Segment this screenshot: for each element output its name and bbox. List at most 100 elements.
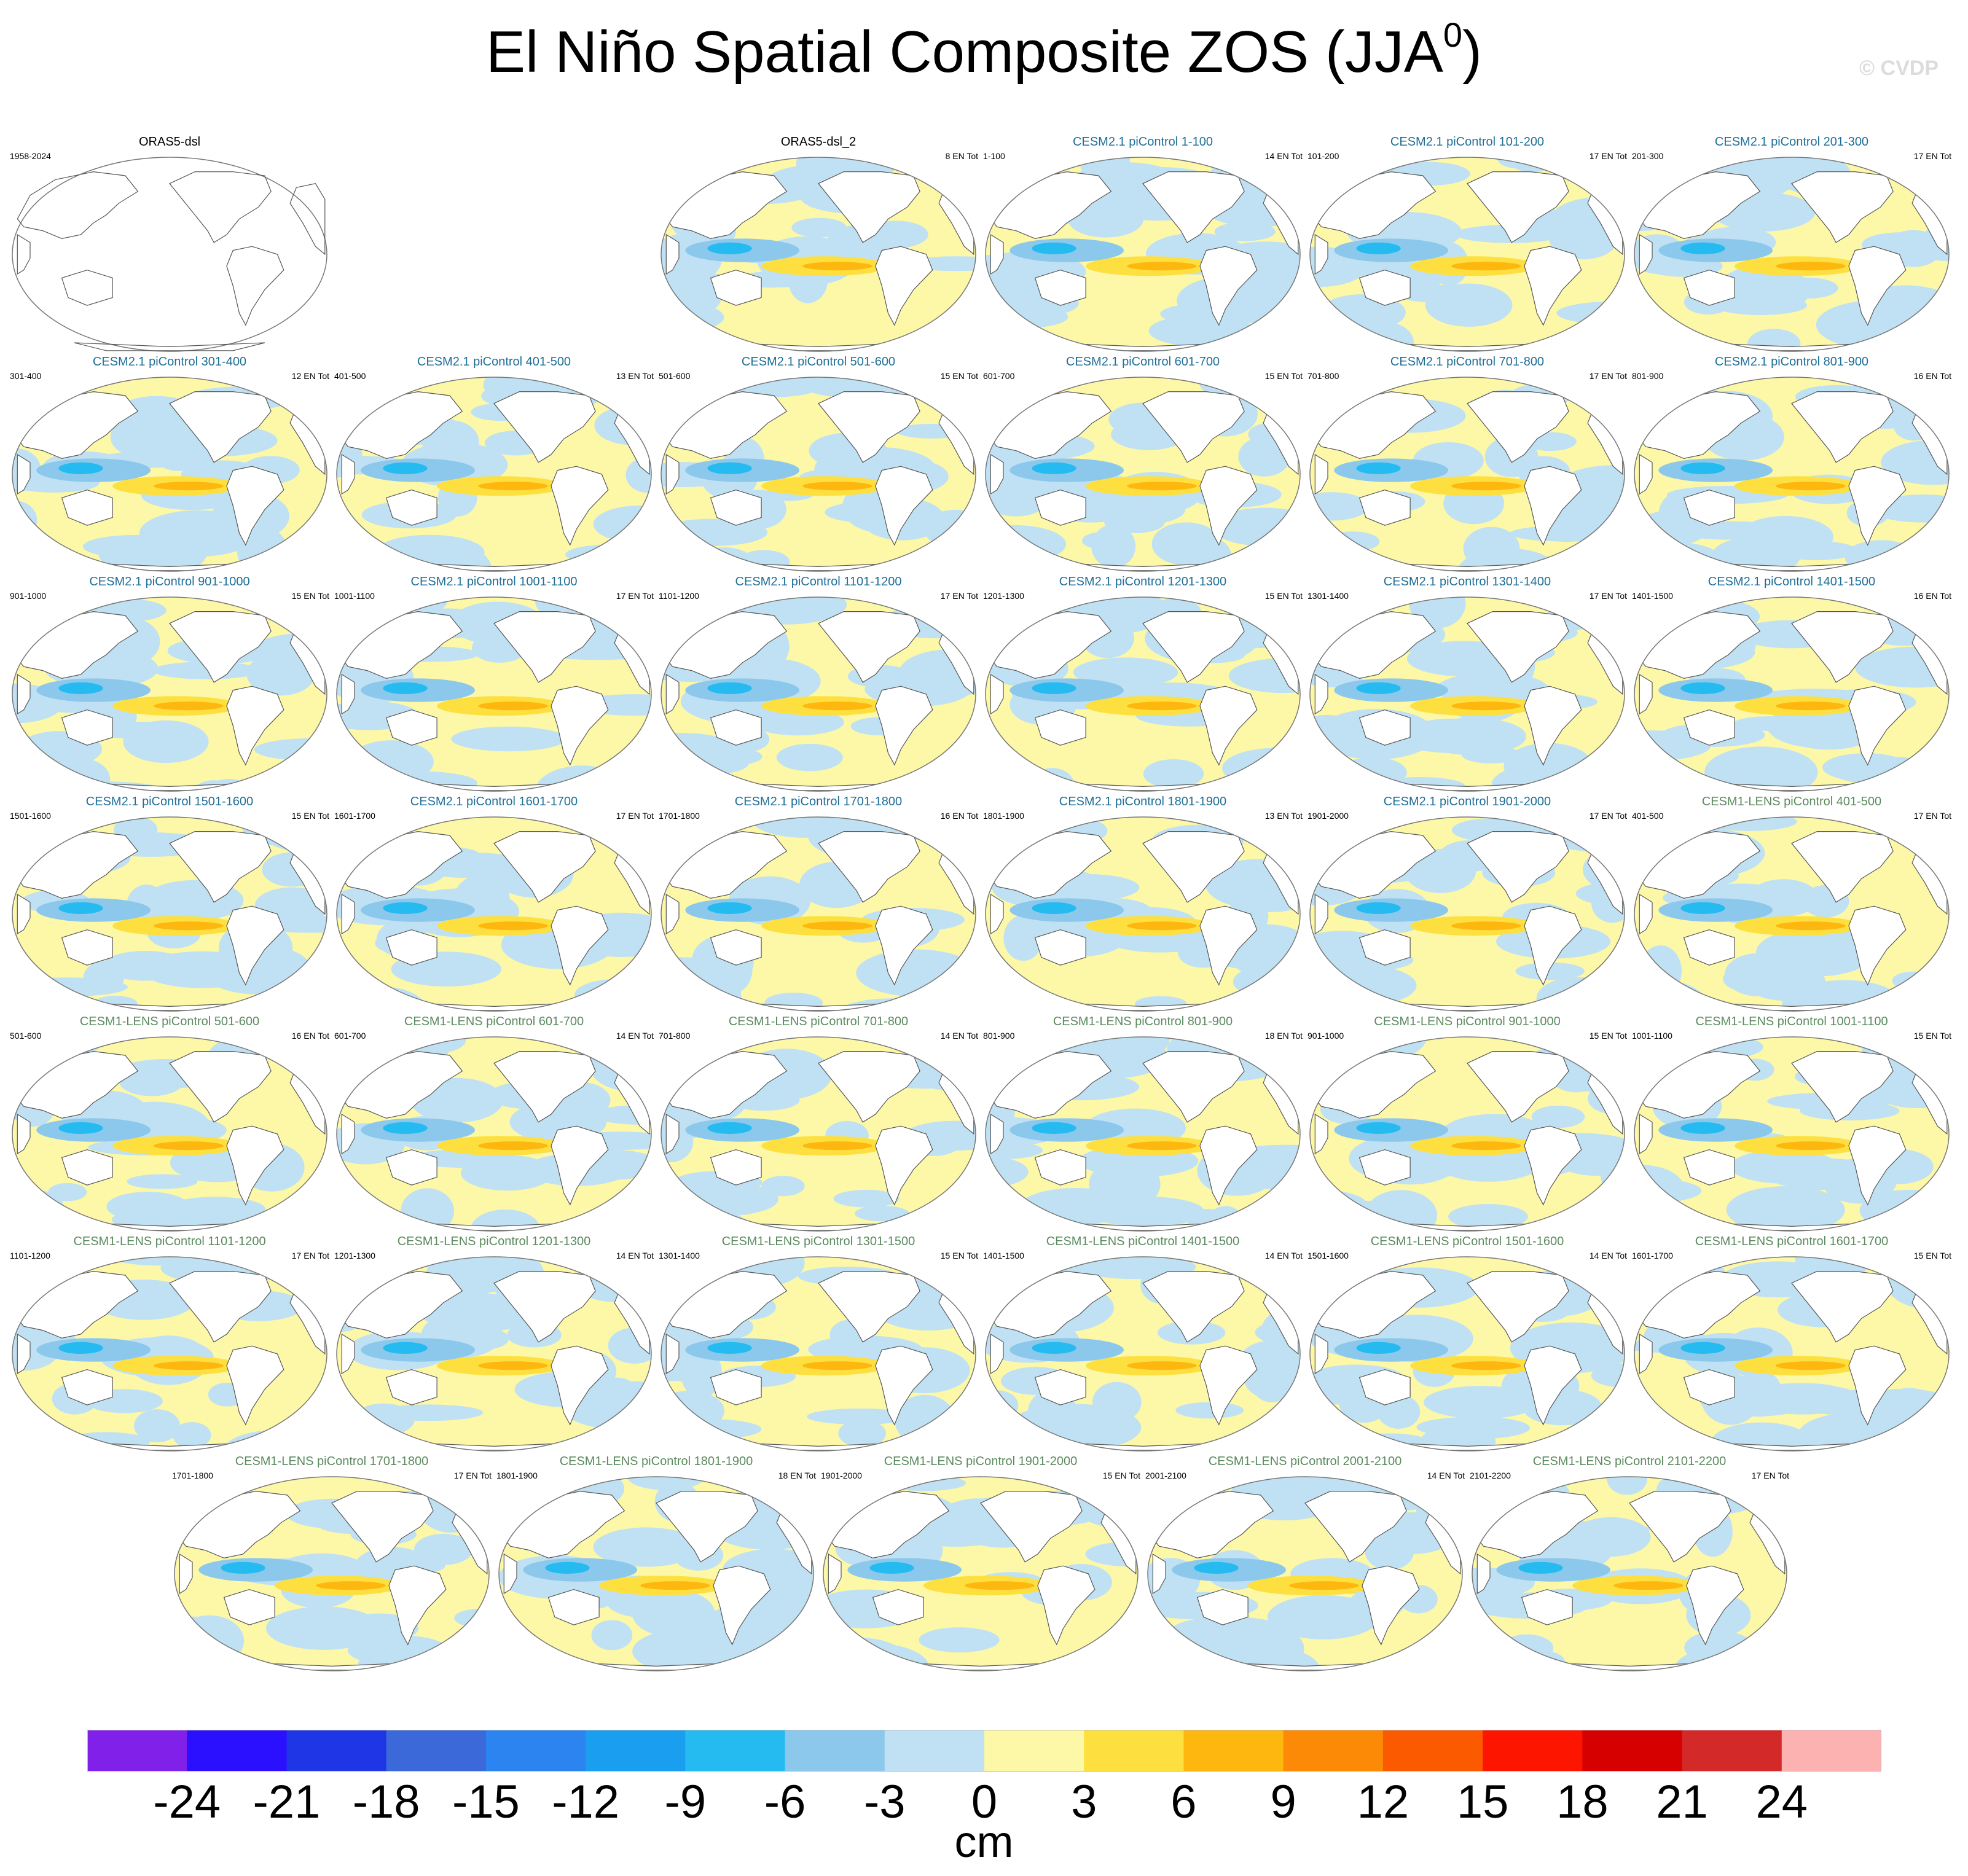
equatorial-strong-positive [154, 1141, 224, 1151]
panel-title: CESM1-LENS piControl 1801-1900 [559, 1455, 753, 1468]
panel-years: 1201-1300 [983, 591, 1024, 601]
negative-anomaly-patch [1425, 283, 1513, 327]
continent-outline [226, 1345, 284, 1426]
colorbar-tick-label: 15 [1456, 1776, 1509, 1828]
panel-event-count: 17 EN Tot [616, 811, 654, 821]
negative-anomaly-patch [1509, 525, 1625, 542]
composite-map [1472, 1476, 1787, 1671]
panel-title: CESM2.1 piControl 1501-1600 [85, 795, 254, 808]
continent-outline [226, 1125, 284, 1206]
panel-years: 1501-1600 [10, 811, 51, 821]
panel-title: CESM2.1 piControl 1001-1100 [410, 575, 578, 588]
continent-outline [1683, 709, 1735, 746]
west-pacific-strong-negative [383, 902, 428, 914]
continent-outline [1639, 1333, 1653, 1375]
panel-title: CESM2.1 piControl 1801-1900 [1059, 795, 1227, 808]
equatorial-strong-positive [802, 921, 872, 931]
negative-anomaly-patch [292, 1037, 327, 1061]
equatorial-strong-positive [1776, 1361, 1846, 1370]
continent-outline [385, 929, 437, 966]
panel-event-count: 17 EN Tot [453, 1471, 492, 1480]
map-border [1309, 1036, 1625, 1232]
composite-map [336, 1256, 652, 1452]
negative-anomaly-patch [1365, 1533, 1414, 1570]
continent-outline [1034, 709, 1086, 746]
map-panel: CESM1-LENS piControl 801-900 801-900 18 EN… [983, 1015, 1303, 1236]
negative-anomaly-patch [1892, 971, 1935, 990]
negative-anomaly-patch [1870, 494, 1949, 523]
continent-outline [341, 673, 355, 715]
panel-title: CESM2.1 piControl 101-200 [1390, 135, 1545, 149]
negative-anomaly-patch [854, 1205, 909, 1222]
west-pacific-strong-negative [1356, 242, 1401, 254]
equatorial-strong-positive [154, 482, 224, 491]
colorbar-swatch [785, 1730, 885, 1772]
west-pacific-strong-negative [383, 1342, 428, 1354]
panel-years: 901-1000 [1307, 1031, 1344, 1041]
negative-anomaly-patch [823, 1592, 874, 1619]
negative-anomaly-patch [807, 1408, 913, 1425]
map-border [1309, 377, 1625, 572]
continent-outline [1142, 1271, 1245, 1343]
continent-outline [1791, 611, 1894, 683]
map-panel: CESM2.1 piControl 1601-1700 1601-1700 17 E… [334, 795, 654, 1016]
negative-anomaly-patch [1747, 329, 1801, 351]
negative-anomaly-patch [337, 832, 375, 848]
map-border [12, 1036, 327, 1232]
map-border [1634, 377, 1950, 572]
equatorial-strong-positive [1127, 262, 1197, 271]
negative-anomaly-patch [1324, 531, 1380, 552]
negative-anomaly-patch [1091, 524, 1136, 568]
map-panel: CESM2.1 piControl 1201-1300 1201-1300 15 E… [983, 575, 1303, 796]
negative-anomaly-patch [1711, 1422, 1812, 1451]
colorbar-swatch [586, 1730, 686, 1772]
negative-anomaly-patch [1563, 986, 1625, 1011]
composite-map [336, 596, 652, 792]
equatorial-strong-positive [1127, 1141, 1197, 1151]
panel-event-count: 16 EN Tot [291, 1031, 329, 1041]
continent-outline [226, 246, 284, 326]
west-pacific-strong-negative [545, 1561, 590, 1574]
colorbar-tick-label: -12 [552, 1776, 620, 1828]
panel-years: 701-800 [1307, 371, 1339, 381]
composite-map [1309, 377, 1625, 572]
negative-anomaly-patch [1214, 222, 1276, 241]
west-pacific-strong-negative [1356, 462, 1401, 474]
colorbar-tick-label: -3 [863, 1776, 906, 1828]
west-pacific-strong-negative [1356, 1342, 1401, 1354]
continent-outline [1358, 709, 1411, 746]
negative-anomaly-patch [1634, 330, 1709, 351]
panel-event-count: 16 EN Tot [1913, 371, 1951, 381]
negative-anomaly-patch [175, 446, 218, 468]
composite-map [12, 1036, 327, 1232]
continent-outline [1848, 1125, 1907, 1206]
map-border [174, 1476, 490, 1671]
continent-outline [1476, 1553, 1491, 1595]
negative-anomaly-patch [174, 1615, 245, 1667]
composite-map [1309, 1036, 1625, 1232]
continent-outline [1037, 1565, 1096, 1646]
continent-outline [872, 1589, 924, 1625]
map-border [985, 816, 1301, 1012]
negative-anomaly-patch [1310, 336, 1355, 351]
continent-outline [665, 1113, 680, 1155]
continent-outline [1683, 269, 1735, 306]
panel-event-count: 14 EN Tot [1427, 1471, 1465, 1480]
negative-anomaly-patch [1089, 1159, 1161, 1210]
panel-event-count: 17 EN Tot [291, 1251, 329, 1260]
composite-map [985, 596, 1301, 792]
map-border [336, 596, 652, 792]
equatorial-strong-positive [1451, 702, 1521, 711]
continent-outline [17, 171, 139, 240]
negative-anomaly-patch [499, 1477, 519, 1495]
west-pacific-strong-negative [58, 1122, 103, 1134]
panel-title: CESM1-LENS piControl 1301-1500 [721, 1235, 915, 1248]
panel-title: CESM1-LENS piControl 1201-1300 [397, 1235, 591, 1248]
west-pacific-strong-negative [1032, 682, 1076, 694]
composite-map [985, 1256, 1301, 1452]
composite-map [12, 596, 327, 792]
continent-outline [1791, 831, 1894, 903]
negative-anomaly-patch [1500, 1634, 1554, 1662]
continent-outline [61, 1149, 113, 1186]
panel-title: CESM1-LENS piControl 2001-2100 [1208, 1455, 1402, 1468]
